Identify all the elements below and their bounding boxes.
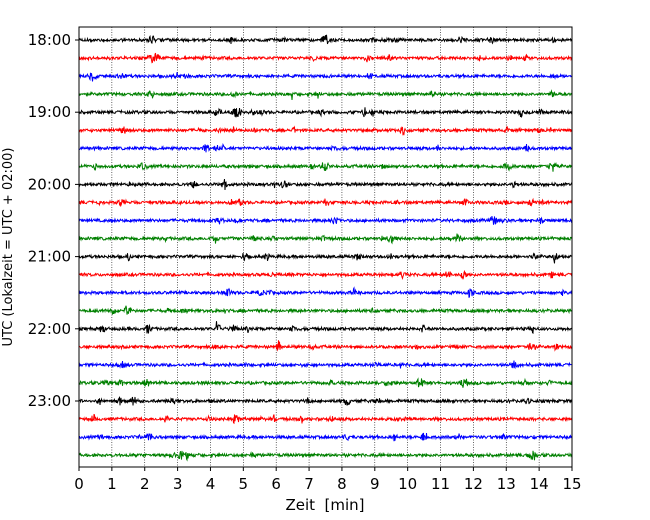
- trace-2015: [78, 197, 573, 208]
- trace-2330: [78, 432, 573, 442]
- x-tick-label: 13: [497, 475, 516, 493]
- x-tick-label: 9: [370, 475, 380, 493]
- y-tick-label: 18:00: [28, 31, 71, 49]
- trace-lines: [78, 34, 573, 462]
- x-tick-label: 14: [530, 475, 549, 493]
- trace-1900: [78, 107, 573, 119]
- trace-2200: [78, 321, 573, 335]
- trace-2215: [78, 340, 573, 352]
- x-tick-label: 5: [239, 475, 249, 493]
- y-tick-label: 22:00: [28, 320, 71, 338]
- trace-2115: [78, 269, 573, 280]
- trace-2100: [78, 252, 573, 264]
- trace-2245: [78, 377, 573, 388]
- x-tick-label: 6: [271, 475, 281, 493]
- x-axis-label: Zeit [min]: [285, 496, 364, 514]
- y-tick-label: 21:00: [28, 248, 71, 266]
- trace-2145: [78, 305, 573, 316]
- x-tick-label: 11: [431, 475, 450, 493]
- trace-1845: [78, 89, 573, 100]
- y-tick-label: 19:00: [28, 103, 71, 121]
- y-axis-ticks: 18:00 19:00 20:00 21:00 22:00 23:00: [28, 31, 79, 410]
- trace-1815: [78, 52, 573, 64]
- trace-2300: [78, 396, 573, 406]
- grid-lines: [111, 27, 540, 467]
- trace-1800: [78, 34, 573, 45]
- x-tick-label: 12: [464, 475, 483, 493]
- trace-1930: [78, 143, 573, 153]
- trace-2345: [78, 450, 573, 462]
- x-axis-ticks: 0 1 2 3 4 5 6 7 8 9 10 11 12 13 14 15: [74, 467, 582, 493]
- trace-2315: [78, 413, 573, 425]
- trace-2000: [78, 178, 573, 191]
- trace-2130: [78, 286, 573, 298]
- y-tick-label: 23:00: [28, 392, 71, 410]
- x-tick-label: 4: [206, 475, 216, 493]
- y-tick-label: 20:00: [28, 175, 71, 193]
- trace-2230: [78, 360, 573, 370]
- x-tick-label: 8: [337, 475, 347, 493]
- x-tick-label: 10: [398, 475, 417, 493]
- trace-2030: [78, 216, 573, 225]
- trace-1945: [78, 161, 573, 172]
- x-tick-label: 0: [74, 475, 84, 493]
- x-tick-label: 3: [173, 475, 183, 493]
- x-tick-label: 2: [140, 475, 150, 493]
- trace-2045: [78, 233, 573, 245]
- x-tick-label: 1: [107, 475, 117, 493]
- x-tick-label: 7: [304, 475, 314, 493]
- y-axis-label: UTC (Lokalzeit = UTC + 02:00): [1, 148, 16, 347]
- plot-frame: [78, 26, 573, 468]
- trace-1830: [78, 72, 573, 82]
- trace-1915: [78, 125, 573, 136]
- x-tick-label: 15: [562, 475, 581, 493]
